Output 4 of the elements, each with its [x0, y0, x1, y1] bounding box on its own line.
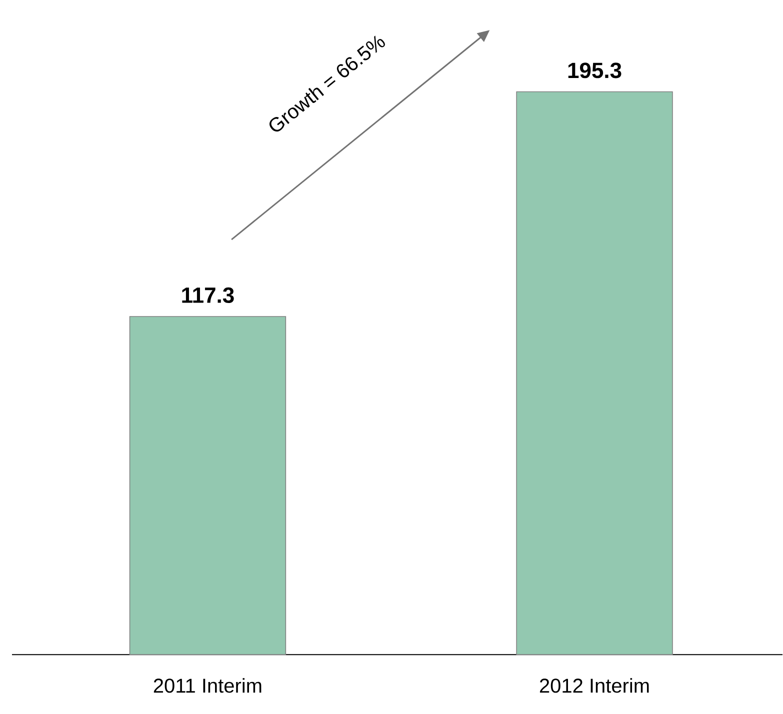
x-tick-label: 2011 Interim [154, 678, 262, 693]
data-label: 195.3 [568, 62, 622, 78]
data-label: 117.3 [182, 288, 234, 304]
x-tick-label: 2012 Interim [540, 678, 649, 693]
